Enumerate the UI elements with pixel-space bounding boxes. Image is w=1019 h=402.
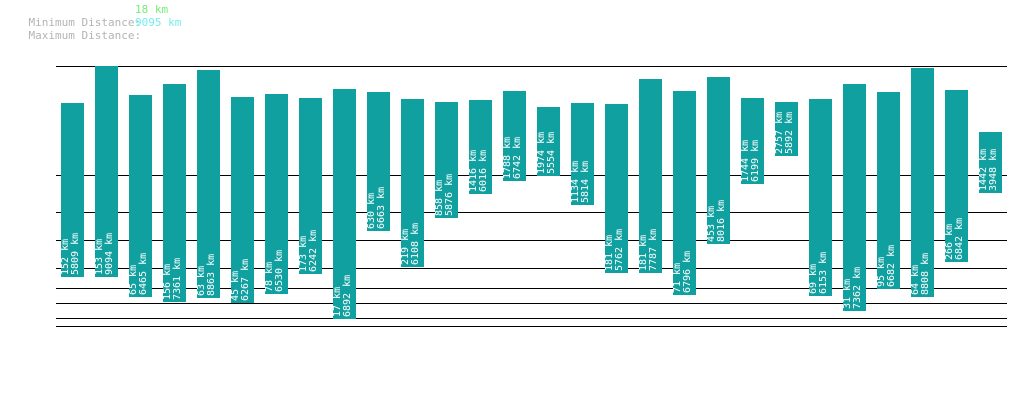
- range-bar: [877, 92, 900, 289]
- bar-min-label: 858 km: [434, 180, 445, 216]
- range-bar: [401, 99, 424, 267]
- bar-min-label: 2757 km: [774, 112, 785, 154]
- bar-max-label: 6842 km: [954, 218, 965, 260]
- bar-max-label: 6242 km: [308, 230, 319, 272]
- distance-legend: Minimum Distance: 18 km Maximum Distance…: [2, 3, 182, 42]
- bar-max-label: 8808 km: [920, 253, 931, 295]
- bar-min-label: 63 km: [196, 266, 207, 296]
- range-bar: [537, 107, 560, 176]
- bar-max-label: 5876 km: [444, 174, 455, 216]
- bar-min-label: 69 km: [808, 264, 819, 294]
- range-bar: [367, 92, 390, 231]
- bar-min-label: 1744 km: [740, 140, 751, 182]
- range-bar: [571, 103, 594, 205]
- max-distance-value: 9095 km: [135, 16, 182, 29]
- bar-min-label: 71 km: [672, 263, 683, 293]
- bar-max-label: 5892 km: [784, 112, 795, 154]
- min-distance-value: 18 km: [135, 3, 169, 16]
- range-bar: [265, 94, 288, 294]
- bar-max-label: 6892 km: [342, 275, 353, 317]
- bar-max-label: 9094 km: [104, 233, 115, 275]
- range-bar: [333, 89, 356, 319]
- bar-min-label: 1416 km: [468, 150, 479, 192]
- bar-max-label: 6108 km: [410, 223, 421, 265]
- bar-min-label: 1974 km: [536, 132, 547, 174]
- bar-min-label: 156 km: [162, 264, 173, 300]
- bar-min-label: 31 km: [842, 279, 853, 309]
- bar-max-label: 6796 km: [682, 251, 693, 293]
- range-bar: [979, 132, 1002, 193]
- bar-min-label: 1134 km: [570, 161, 581, 203]
- range-bar: [299, 98, 322, 274]
- bar-min-label: 95 km: [876, 257, 887, 287]
- bar-max-label: 7361 km: [172, 258, 183, 300]
- bar-min-label: 630 km: [366, 193, 377, 229]
- range-bar: [95, 66, 118, 277]
- bar-max-label: 6530 km: [274, 250, 285, 292]
- bar-max-label: 6663 km: [376, 187, 387, 229]
- bars: 152 km 5809 km 153 km 9094 km 65 km 6465 km 15…: [60, 66, 1002, 319]
- range-bar: [911, 68, 934, 297]
- bar-max-label: 6465 km: [138, 253, 149, 295]
- range-bar: [945, 90, 968, 262]
- max-distance-row: Maximum Distance: 9095 km: [2, 16, 182, 42]
- bar-min-label: 181 km: [638, 235, 649, 271]
- range-bar: [197, 70, 220, 298]
- bar-min-label: 153 km: [94, 239, 105, 275]
- range-bar: [129, 95, 152, 297]
- bar-max-label: 6199 km: [750, 140, 761, 182]
- range-bar: [809, 99, 832, 296]
- bar-min-label: 78 km: [264, 262, 275, 292]
- range-bar: [639, 79, 662, 273]
- bar-max-label: 7787 km: [648, 229, 659, 271]
- bar-min-label: 1442 km: [978, 149, 989, 191]
- range-bar: [469, 100, 492, 194]
- range-bar: [741, 98, 764, 184]
- bar-max-label: 5809 km: [70, 233, 81, 275]
- bar-max-label: 8863 km: [206, 254, 217, 296]
- range-bar: [61, 103, 84, 277]
- range-bar: [503, 91, 526, 181]
- bar-min-label: 65 km: [128, 265, 139, 295]
- bar-max-label: 8016 km: [716, 200, 727, 242]
- bar-max-label: 6267 km: [240, 259, 251, 301]
- range-bar: [231, 97, 254, 303]
- bar-max-label: 6742 km: [512, 137, 523, 179]
- bar-min-label: 17 km: [332, 287, 343, 317]
- bar-min-label: 152 km: [60, 239, 71, 275]
- bar-min-label: 1788 km: [502, 137, 513, 179]
- range-bar: [775, 102, 798, 156]
- bar-max-label: 6016 km: [478, 150, 489, 192]
- bar-min-label: 173 km: [298, 236, 309, 272]
- bar-min-label: 219 km: [400, 229, 411, 265]
- max-distance-label: Maximum Distance:: [28, 29, 142, 42]
- range-bar: [435, 102, 458, 218]
- bar-min-label: 453 km: [706, 206, 717, 242]
- range-bar: [605, 104, 628, 273]
- range-bar: [673, 91, 696, 295]
- bar-min-label: 181 km: [604, 235, 615, 271]
- bar-max-label: 6153 km: [818, 252, 829, 294]
- range-bar: [707, 77, 730, 244]
- range-bar: [163, 84, 186, 302]
- bar-min-label: 266 km: [944, 224, 955, 260]
- bar-max-label: 5814 km: [580, 161, 591, 203]
- range-bar: [843, 84, 866, 311]
- bar-max-label: 7362 km: [852, 267, 863, 309]
- bar-max-label: 6682 km: [886, 245, 897, 287]
- min-distance-row: Minimum Distance: 18 km: [2, 3, 169, 29]
- bar-min-label: 45 km: [230, 271, 241, 301]
- bar-max-label: 3948 km: [988, 149, 999, 191]
- min-distance-label: Minimum Distance:: [28, 16, 142, 29]
- bar-max-label: 5554 km: [546, 132, 557, 174]
- bar-max-label: 5762 km: [614, 229, 625, 271]
- bar-min-label: 64 km: [910, 265, 921, 295]
